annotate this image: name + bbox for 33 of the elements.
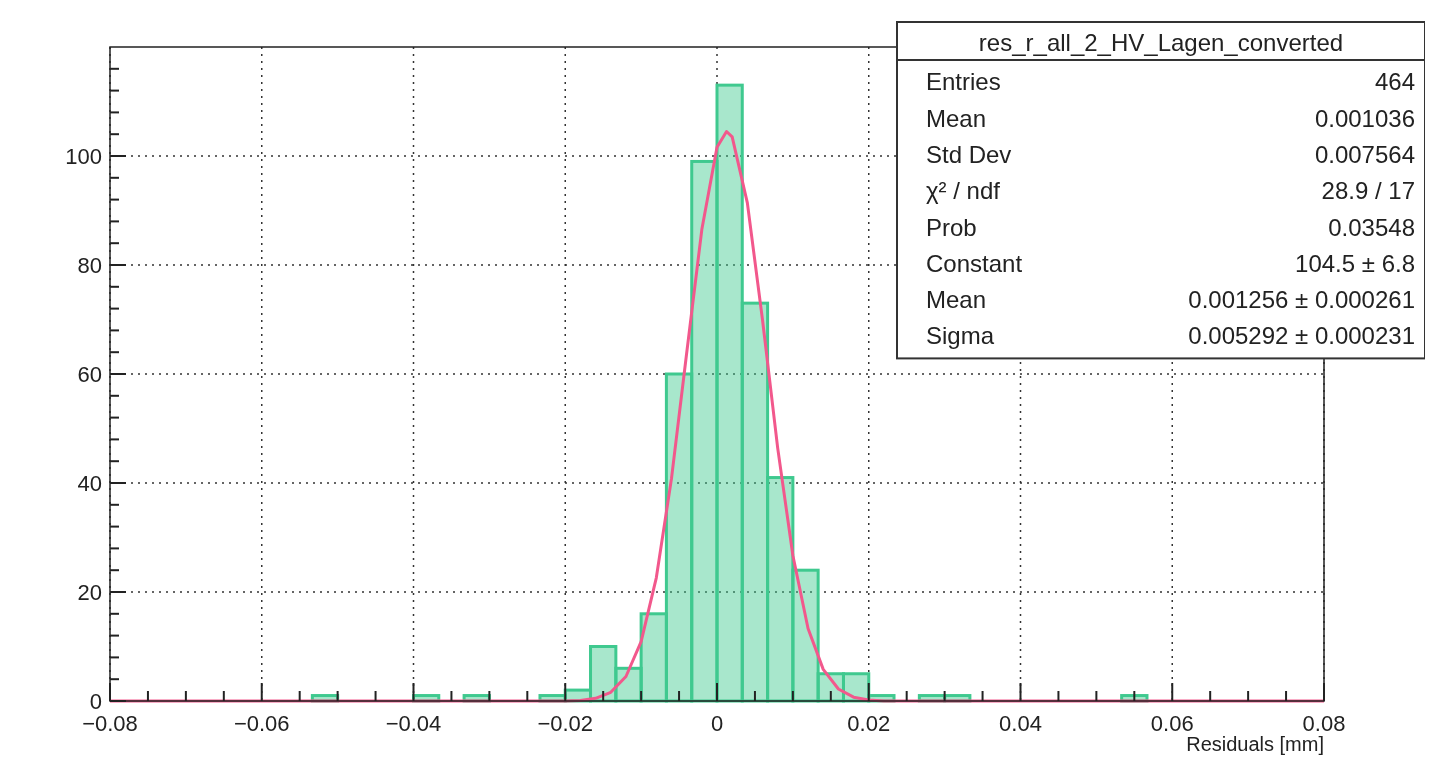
annotation: Std Dev xyxy=(926,140,1012,168)
x-tick-label: 0 xyxy=(710,711,724,736)
x-tick-label: −0.04 xyxy=(385,711,442,736)
y-tick-label: 40 xyxy=(77,471,102,496)
annotation: Mean xyxy=(926,286,987,314)
annotation: Entries xyxy=(926,68,1001,96)
y-tick-label: 60 xyxy=(77,362,102,387)
annotation: 0.007564 xyxy=(1314,140,1415,168)
text: 0.03548 xyxy=(1328,213,1415,241)
x-tick-label: 0.08 xyxy=(1302,711,1346,736)
annotation: 0.005292 ± 0.000231 xyxy=(1188,322,1415,350)
x-tick-label: 0.02 xyxy=(847,711,891,736)
x-tick-label: −0.02 xyxy=(537,711,594,736)
x-tick-label: −0.08 xyxy=(82,711,138,736)
annotation: Prob xyxy=(926,213,977,241)
annotation: χ² / ndf xyxy=(926,177,1001,205)
annotation: Sigma xyxy=(926,322,995,350)
x-axis-title: Residuals [mm] xyxy=(1186,733,1324,755)
annotation: 28.9 / 17 xyxy=(1321,177,1415,205)
x-tick-label: 0.04 xyxy=(999,711,1042,736)
y-tick-label: 80 xyxy=(77,253,102,278)
annotation: 104.5 ± 6.8 xyxy=(1295,249,1415,277)
annotation: 0.001036 xyxy=(1314,104,1415,132)
y-tick-label: 20 xyxy=(77,580,102,605)
x-tick-label: 0.06 xyxy=(1150,711,1194,736)
annotation: 0.001256 ± 0.000261 xyxy=(1188,286,1415,314)
y-tick-label: 100 xyxy=(65,144,102,169)
annotation: Mean xyxy=(926,104,987,132)
annotation: res_r_all_2_HV_Lagen_converted xyxy=(978,29,1344,56)
annotation: Constant xyxy=(926,249,1023,277)
y-tick-label: 0 xyxy=(89,689,102,714)
x-tick-label: −0.06 xyxy=(233,711,290,736)
text: 464 xyxy=(1374,68,1415,96)
